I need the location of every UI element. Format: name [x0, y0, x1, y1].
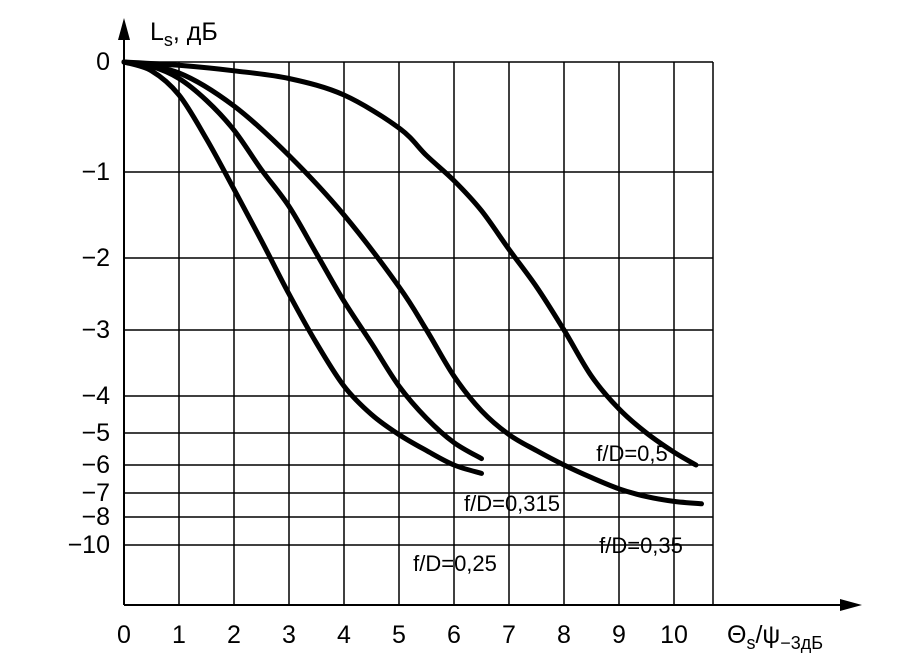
- x-tick-label: 9: [612, 621, 626, 649]
- y-tick-label: −3: [81, 316, 110, 344]
- x-tick-label: 0: [117, 621, 131, 649]
- y-tick-label: −7: [81, 479, 110, 507]
- x-axis-title: Θs/ψ−3дБ: [727, 621, 823, 653]
- series-label: f/D=0,25: [413, 551, 497, 576]
- y-axis-title: Ls, дБ: [150, 18, 218, 50]
- x-tick-label: 7: [502, 621, 516, 649]
- axes: [118, 18, 862, 611]
- curve-labels: f/D=0,25 f/D=0,315 f/D=0,35 f/D=0,5: [413, 441, 683, 576]
- x-axis-arrow: [840, 599, 862, 611]
- x-tick-label: 4: [337, 621, 351, 649]
- x-tick-label: 8: [557, 621, 571, 649]
- x-tick-label: 5: [392, 621, 406, 649]
- y-tick-label: −2: [81, 244, 110, 272]
- y-tick-label: −6: [81, 451, 110, 479]
- series-line-2: [121, 59, 704, 507]
- grid: [124, 61, 714, 605]
- series-label: f/D=0,315: [464, 491, 560, 516]
- y-axis-arrow: [118, 18, 130, 40]
- x-tick-label: 1: [172, 621, 186, 649]
- tick-labels: 0 1 2 3 4 5 6 7 8 9 10 0 −1 −2 −3 −4 −5 −6−7−8−10: [68, 48, 688, 649]
- x-tick-label: 3: [282, 621, 296, 649]
- axis-titles: Ls, дБ Θs/ψ−3дБ: [150, 18, 823, 653]
- y-tick-label: −1: [81, 158, 110, 186]
- series-line-0: [121, 59, 484, 476]
- y-tick-label: −4: [81, 382, 110, 410]
- y-tick-label: −8: [81, 503, 110, 531]
- series-label: f/D=0,5: [596, 441, 668, 466]
- series-line-1: [121, 59, 484, 462]
- x-tick-label: 6: [447, 621, 461, 649]
- series-line-3: [121, 59, 699, 468]
- y-tick-label: 0: [96, 48, 110, 76]
- y-tick-label: −5: [81, 419, 110, 447]
- x-tick-label: 10: [660, 621, 688, 649]
- series-label: f/D=0,35: [599, 533, 683, 558]
- x-tick-label: 2: [227, 621, 241, 649]
- y-tick-label: −10: [68, 531, 110, 559]
- curves: [121, 59, 704, 507]
